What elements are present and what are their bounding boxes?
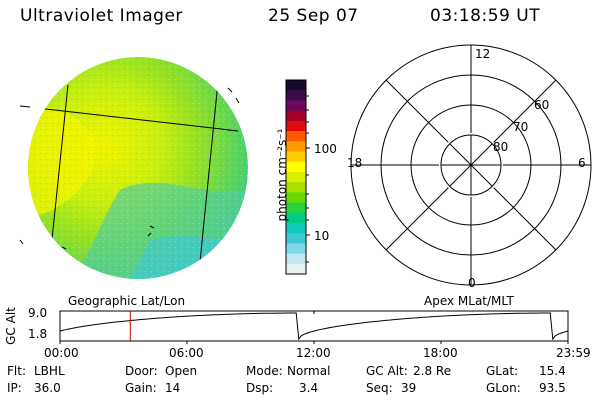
altitude-curve (59, 312, 569, 341)
colorbar-band (286, 253, 306, 265)
altitude-x-ticks (59, 311, 569, 344)
colorbar-band (286, 212, 306, 224)
info-glon-label: GLon: (486, 381, 521, 395)
info-door-label: Door: (125, 364, 158, 378)
mlt-label-6: 6 (578, 156, 586, 170)
mlat-label-70: 70 (513, 120, 529, 134)
alt-xtick-0600: 06:00 (169, 346, 204, 360)
alt-xtick-1200: 12:00 (296, 346, 331, 360)
info-ip-label: IP: (7, 381, 22, 395)
info-mode-label: Mode: (246, 364, 283, 378)
alt-xtick-2359: 23:59 (556, 346, 591, 360)
mlat-label-60: 60 (534, 98, 550, 112)
mlt-label-0: 0 (468, 276, 476, 290)
alt-ytick-1-8: 1.8 (28, 327, 48, 341)
info-mode-value: Normal (287, 364, 331, 378)
colorbar-label-10: 10 (314, 229, 330, 243)
instrument-title: Ultraviolet Imager (20, 6, 183, 26)
colorbar-band (286, 263, 306, 275)
geographic-caption: Geographic Lat/Lon (68, 294, 186, 308)
time-label: 03:18:59 UT (430, 6, 541, 26)
colorbar-band (286, 243, 306, 255)
mlat-label-80: 80 (493, 140, 509, 154)
colorbar-band (286, 233, 306, 244)
info-dsp-value: 3.4 (299, 381, 319, 395)
colorbar-frame (285, 79, 307, 275)
colorbar-band (286, 222, 306, 234)
info-gain-label: Gain: (125, 381, 157, 395)
alt-xtick-1800: 18:00 (423, 346, 458, 360)
colorbar-band (286, 110, 306, 122)
info-gcalt-label: GC Alt: (366, 364, 408, 378)
info-dsp-label: Dsp: (246, 381, 274, 395)
info-gcalt-value: 2.8 Re (413, 364, 452, 378)
colorbar-band (286, 100, 306, 112)
mlt-label-12: 12 (475, 47, 491, 61)
colorbar-band (286, 80, 306, 91)
colorbar (286, 80, 306, 275)
colorbar-band (286, 141, 306, 153)
alt-xtick-0000: 00:00 (44, 346, 79, 360)
info-flt-label: Flt: (7, 364, 26, 378)
info-glat-label: GLat: (486, 364, 519, 378)
uv-image-disc (28, 57, 248, 279)
altitude-plot-frame (59, 310, 569, 342)
info-gain-value: 14 (165, 381, 181, 395)
colorbar-band (286, 131, 306, 142)
colorbar-band (286, 192, 306, 204)
mlt-label-18: 18 (347, 156, 363, 170)
colorbar-band (286, 202, 306, 214)
colorbar-band (286, 90, 306, 102)
info-ip-value: 36.0 (34, 381, 61, 395)
colorbar-band (286, 120, 306, 132)
gc-alt-axis-label: GC Alt (4, 307, 18, 345)
colorbar-band (286, 151, 306, 163)
info-seq-value: 39 (401, 381, 417, 395)
info-seq-label: Seq: (366, 381, 393, 395)
colorbar-band (286, 171, 306, 183)
colorbar-band (286, 182, 306, 193)
date-label: 25 Sep 07 (268, 6, 359, 26)
info-door-value: Open (165, 364, 198, 378)
colorbar-label-100: 100 (314, 142, 337, 156)
colorbar-band (286, 161, 306, 173)
info-flt-value: LBHL (34, 364, 65, 378)
apex-caption: Apex MLat/MLT (424, 294, 514, 308)
alt-ytick-9: 9.0 (28, 306, 48, 320)
colorbar-unit: photon cm⁻²s⁻¹ (275, 128, 289, 222)
colorbar-minor-ticks (306, 95, 309, 263)
info-glon-value: 93.5 (539, 381, 566, 395)
info-glat-value: 15.4 (539, 364, 566, 378)
